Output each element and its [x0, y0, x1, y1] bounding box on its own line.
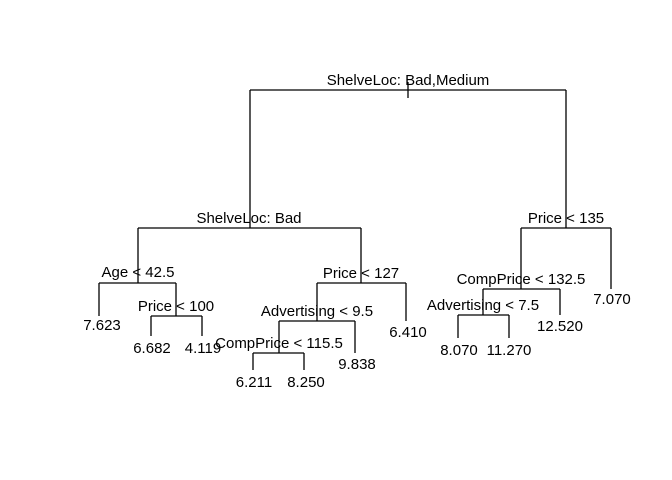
- leaf-value-6-410: 6.410: [389, 324, 427, 341]
- leaf-value-8-250: 8.250: [287, 374, 325, 391]
- leaf-value-6-211: 6.211: [236, 374, 272, 391]
- split-label-price-100: Price < 100: [138, 298, 214, 315]
- leaf-value-4-119: 4.119: [185, 340, 221, 357]
- split-label-compprice-115-5: CompPrice < 115.5: [215, 335, 343, 352]
- split-label-age-42-5: Age < 42.5: [102, 264, 175, 281]
- split-label-shelveloc-bad: ShelveLoc: Bad: [196, 210, 301, 227]
- leaf-value-9-838: 9.838: [338, 356, 376, 373]
- split-label-compprice-132-5: CompPrice < 132.5: [457, 271, 586, 288]
- leaf-value-7-070: 7.070: [593, 291, 631, 308]
- split-label-price-127: Price < 127: [323, 265, 399, 282]
- split-label-shelveloc-bad-medium: ShelveLoc: Bad,Medium: [327, 72, 490, 89]
- split-label-advertising-9-5: Advertising < 9.5: [261, 303, 373, 320]
- split-label-advertising-7-5: Advertising < 7.5: [427, 297, 539, 314]
- leaf-value-12-520: 12.520: [537, 318, 583, 335]
- split-label-price-135: Price < 135: [528, 210, 604, 227]
- leaf-value-7-623: 7.623: [83, 317, 121, 334]
- tree-edges: [98, 82, 612, 370]
- leaf-value-6-682: 6.682: [133, 340, 171, 357]
- leaf-value-8-070: 8.070: [440, 342, 478, 359]
- leaf-value-11-270: 11.270: [487, 342, 532, 359]
- tree-labels: ShelveLoc: Bad,Medium ShelveLoc: Bad Age <…: [83, 72, 631, 391]
